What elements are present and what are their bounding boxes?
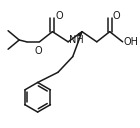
Text: OH: OH [124, 37, 139, 47]
Text: O: O [35, 46, 42, 56]
Text: O: O [113, 11, 120, 21]
Text: O: O [55, 11, 63, 21]
Text: NH: NH [69, 35, 84, 45]
